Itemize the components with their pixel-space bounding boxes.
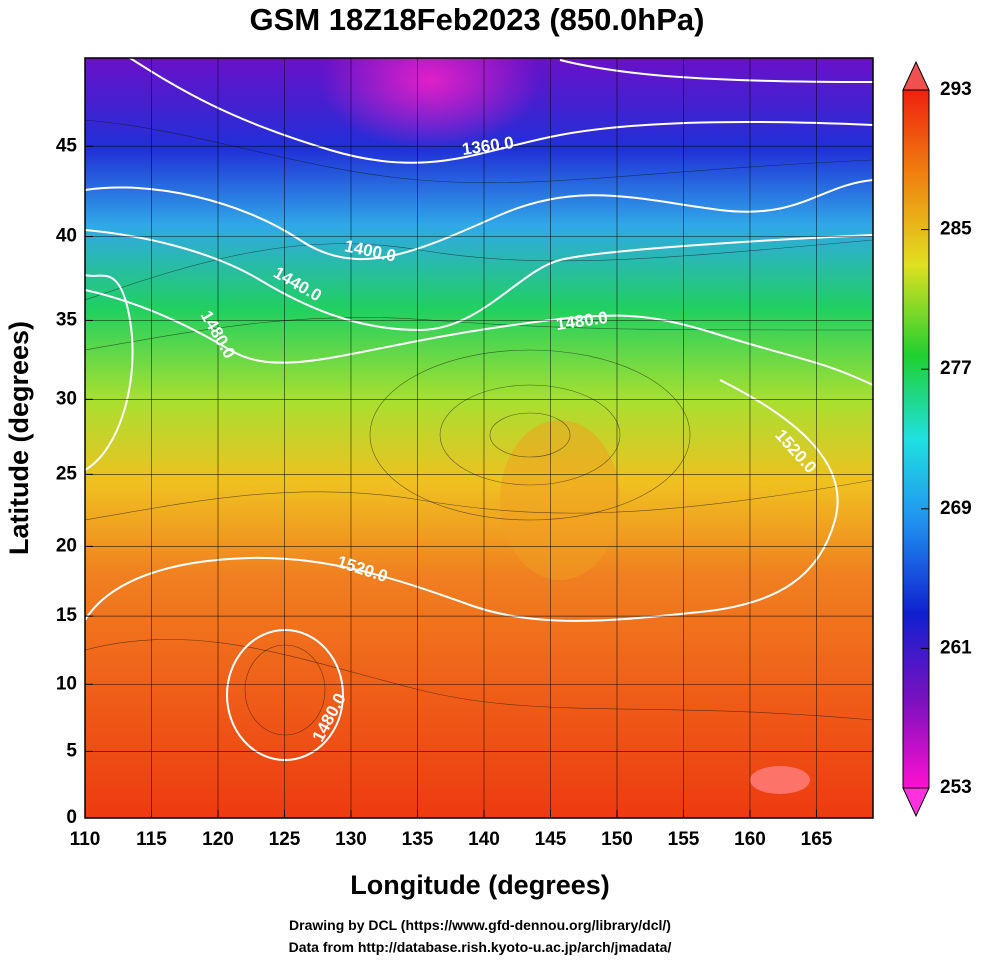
colorbar	[902, 89, 930, 789]
y-tick-label: 15	[56, 605, 78, 626]
colorbar-tick-label: 285	[940, 219, 972, 240]
x-tick-label: 125	[269, 829, 301, 850]
y-tick-label: 40	[56, 226, 77, 247]
x-tick-label: 140	[468, 829, 500, 850]
colorbar-max-arrow	[902, 60, 930, 91]
y-tick-label: 5	[66, 740, 77, 761]
x-tick-label: 160	[734, 829, 766, 850]
y-tick-label: 10	[56, 673, 77, 694]
x-axis-label: Longitude (degrees)	[350, 870, 610, 900]
x-tick-label: 155	[668, 829, 700, 850]
y-tick-label: 30	[56, 388, 77, 409]
colorbar-tick-label: 269	[940, 498, 972, 519]
y-tick-label: 45	[56, 135, 78, 156]
x-tick-label: 120	[202, 829, 234, 850]
y-tick-label: 35	[56, 309, 78, 330]
footer-line: Drawing by DCL (https://www.gfd-dennou.o…	[289, 917, 671, 933]
colorbar-tick-label: 253	[940, 777, 972, 798]
x-tick-label: 135	[402, 829, 434, 850]
title: GSM 18Z18Feb2023 (850.0hPa)	[250, 2, 705, 37]
x-tick-label: 165	[801, 829, 833, 850]
x-tick-label: 145	[535, 829, 567, 850]
colorbar-min-arrow	[902, 787, 930, 818]
y-tick-label: 25	[56, 463, 78, 484]
x-tick-label: 150	[601, 829, 633, 850]
colorbar-tick-label: 293	[940, 79, 972, 100]
colorbar-tick-label: 261	[940, 637, 972, 658]
grid	[85, 58, 873, 818]
x-tick-label: 115	[136, 829, 167, 850]
y-axis-label: Latitude (degrees)	[4, 321, 34, 555]
contours	[85, 58, 873, 761]
footer-line: Data from http://database.rish.kyoto-u.a…	[289, 939, 672, 955]
colorbar-tick-label: 277	[940, 358, 972, 379]
x-tick-label: 130	[335, 829, 367, 850]
y-tick-label: 20	[56, 535, 77, 556]
field	[85, 58, 873, 818]
y-tick-label: 0	[66, 807, 77, 828]
x-tick-label: 110	[70, 829, 101, 850]
